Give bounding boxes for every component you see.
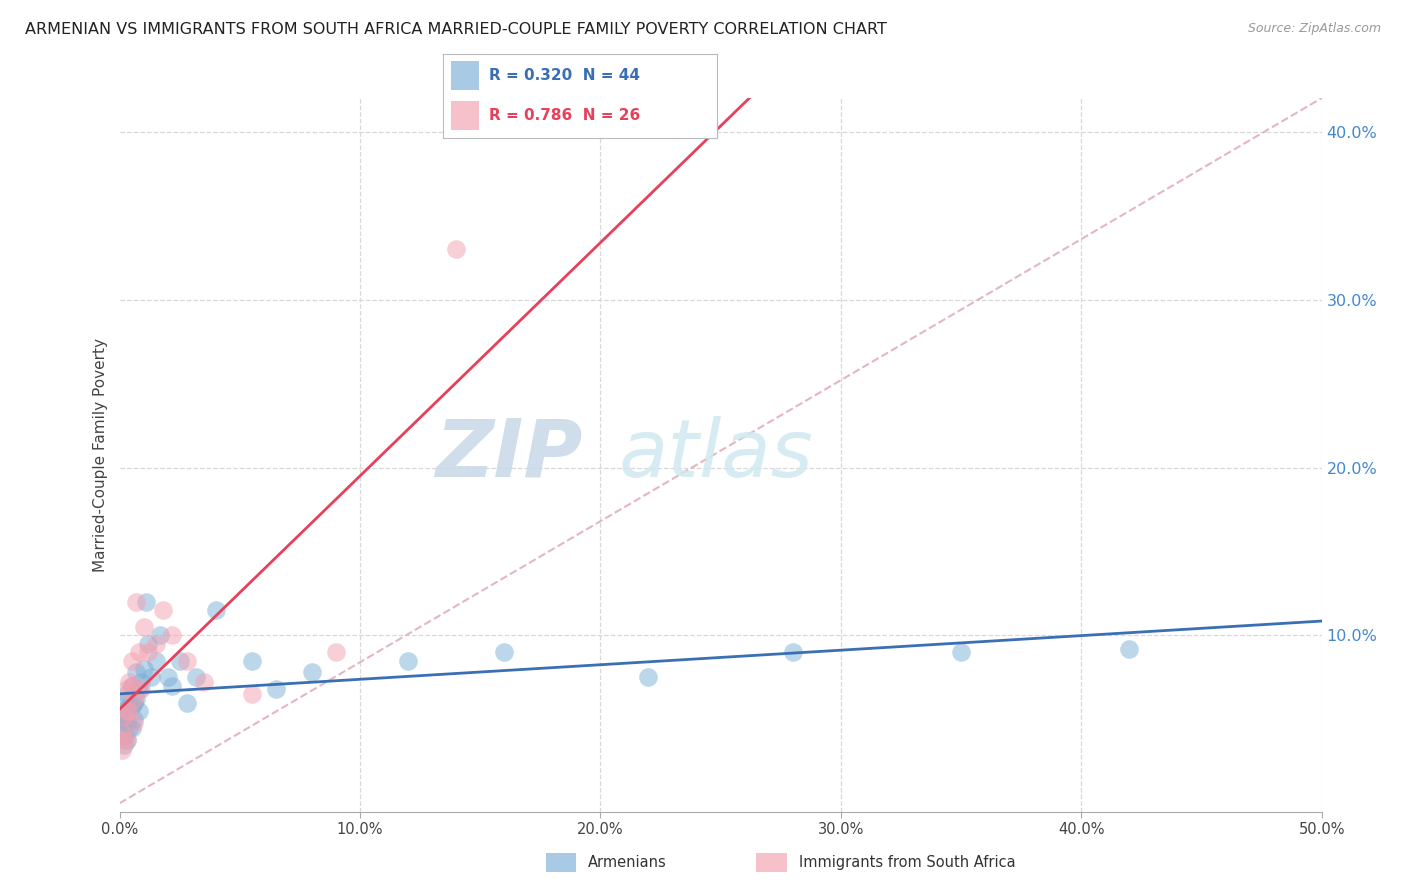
Point (121, 654, 143, 668)
Point (122, 696, 145, 710)
Point (169, 654, 191, 668)
Point (122, 715, 145, 730)
Point (121, 679, 143, 693)
Point (125, 595, 148, 609)
Text: ARMENIAN VS IMMIGRANTS FROM SOUTH AFRICA MARRIED-COUPLE FAMILY POVERTY CORRELATI: ARMENIAN VS IMMIGRANTS FROM SOUTH AFRICA… (25, 22, 887, 37)
Text: Source: ZipAtlas.com: Source: ZipAtlas.com (1247, 22, 1381, 36)
Point (149, 628, 172, 642)
Point (121, 679, 143, 693)
Text: Armenians: Armenians (588, 855, 666, 870)
Point (115, 715, 138, 730)
Point (162, 679, 184, 693)
Point (112, 709, 135, 723)
Point (204, 603, 226, 617)
Point (135, 595, 157, 609)
Point (118, 721, 141, 735)
Point (145, 654, 167, 668)
Point (112, 738, 135, 752)
Point (115, 687, 138, 701)
Point (782, 645, 804, 659)
Point (162, 628, 184, 642)
Point (115, 732, 138, 747)
Point (152, 603, 174, 617)
Point (637, 670, 659, 684)
Point (396, 654, 419, 668)
Point (115, 704, 138, 718)
Bar (451, 62, 478, 90)
Text: ZIP: ZIP (434, 416, 582, 494)
Point (112, 729, 135, 743)
Point (156, 670, 179, 684)
Point (138, 645, 160, 659)
Point (128, 682, 150, 697)
Point (132, 620, 155, 634)
Point (138, 637, 160, 651)
Point (118, 704, 141, 718)
Text: atlas: atlas (619, 416, 813, 494)
Point (111, 726, 134, 740)
Point (129, 682, 152, 697)
Point (111, 704, 134, 718)
Point (112, 696, 135, 710)
Point (115, 682, 138, 697)
Point (125, 692, 148, 706)
Point (125, 665, 148, 680)
Point (325, 645, 347, 659)
Point (1118, 641, 1140, 656)
Point (193, 675, 215, 690)
Point (139, 670, 162, 684)
Point (176, 696, 198, 710)
Point (240, 654, 263, 668)
Point (115, 732, 138, 747)
Point (128, 645, 150, 659)
Point (111, 742, 134, 756)
Point (949, 645, 972, 659)
Point (122, 692, 145, 706)
Point (118, 698, 141, 713)
Bar (451, 101, 478, 130)
Point (129, 675, 152, 690)
Point (444, 242, 467, 256)
Point (240, 687, 263, 701)
Point (122, 712, 145, 726)
Text: R = 0.786  N = 26: R = 0.786 N = 26 (489, 108, 641, 123)
Point (145, 637, 167, 651)
Point (494, 645, 516, 659)
Point (121, 721, 143, 735)
Point (112, 732, 135, 747)
Point (264, 682, 287, 697)
Point (301, 665, 323, 680)
Point (115, 704, 138, 718)
Text: Immigrants from South Africa: Immigrants from South Africa (799, 855, 1015, 870)
Text: R = 0.320  N = 44: R = 0.320 N = 44 (489, 68, 641, 83)
Point (186, 670, 208, 684)
Point (128, 704, 150, 718)
Point (111, 712, 134, 726)
Point (176, 654, 198, 668)
Point (118, 675, 141, 690)
Point (132, 662, 155, 676)
Point (121, 698, 143, 713)
Point (111, 721, 134, 735)
Point (112, 712, 135, 726)
Y-axis label: Married-Couple Family Poverty: Married-Couple Family Poverty (93, 338, 108, 572)
